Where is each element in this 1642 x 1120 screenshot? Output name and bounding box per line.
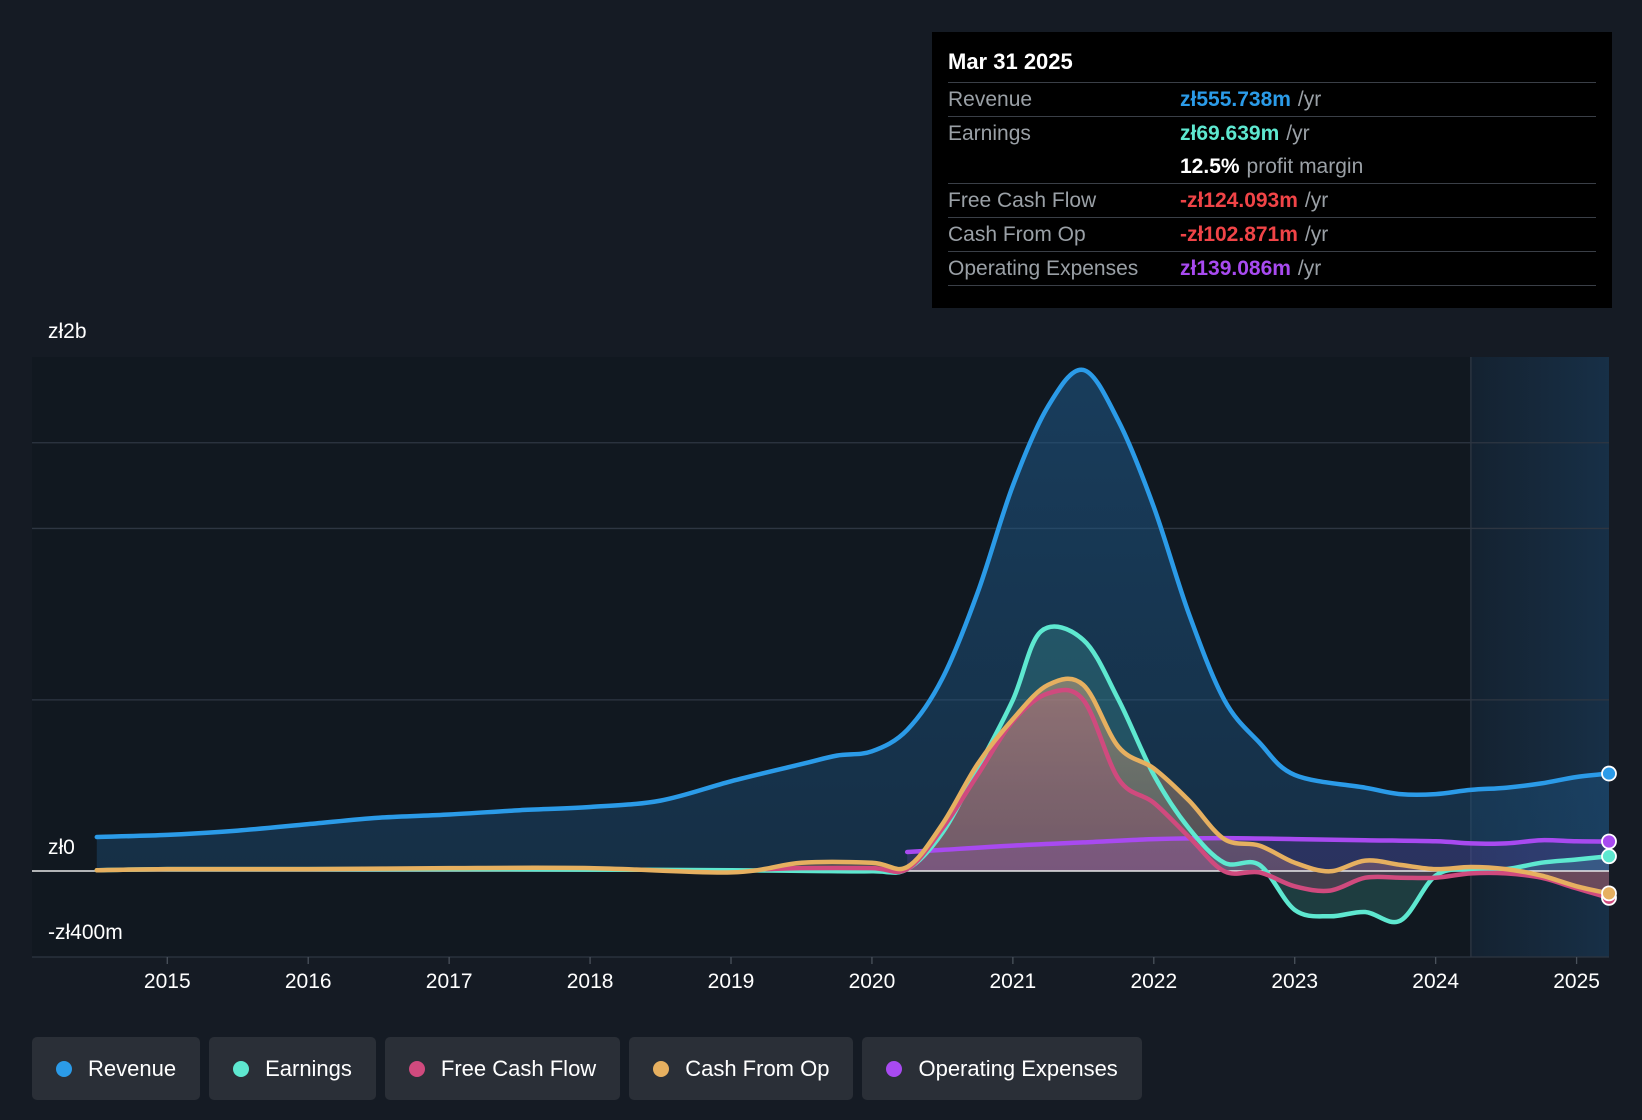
x-tick-label: 2020: [848, 970, 896, 993]
legend-item[interactable]: Earnings: [209, 1037, 376, 1100]
tooltip-row-label: Earnings: [948, 121, 1031, 145]
tooltip-row-label: Revenue: [948, 87, 1033, 111]
tooltip-row-unit: profit margin: [1246, 154, 1364, 178]
gridlines: [32, 442, 1609, 964]
operating-expenses-line: [904, 835, 1612, 855]
y-axis-label-top: zł2b: [48, 320, 87, 343]
tooltip-row-value: -zł102.871m: [1180, 222, 1298, 246]
x-tick-label: 2016: [284, 970, 332, 993]
tooltip-row-unit: /yr: [1286, 121, 1310, 145]
x-tick-label: 2018: [566, 970, 614, 993]
legend-dot-icon: [886, 1060, 903, 1077]
tooltip-row-unit: /yr: [1297, 87, 1322, 111]
x-tick-label: 2017: [425, 970, 473, 993]
tooltip-row: Operating Expenses zł139.086m/yr: [948, 251, 1596, 286]
tooltip-rows: Revenue zł555.738m/yr Earnings zł69.639m/yr…: [948, 82, 1596, 286]
tooltip: Mar 31 2025 Revenue zł555.738m/yr Earnings…: [932, 32, 1612, 308]
legend-label: Earnings: [265, 1055, 352, 1081]
tooltip-row: Free Cash Flow -zł124.093m/yr: [948, 183, 1596, 217]
x-tick-label: 2025: [1553, 970, 1600, 993]
tooltip-row-value: zł139.086m: [1180, 256, 1291, 280]
legend-label: Revenue: [88, 1055, 177, 1081]
legend-dot-icon: [56, 1060, 72, 1077]
tooltip-row-label: Free Cash Flow: [948, 188, 1097, 212]
revenue-end-marker: [1601, 765, 1617, 782]
revenue-area: [96, 369, 1609, 871]
tooltip-row-label: Operating Expenses: [948, 256, 1139, 280]
operating-expenses-end-marker: [1601, 833, 1617, 850]
tooltip-row: Cash From Op -zł102.871m/yr: [948, 217, 1596, 251]
tooltip-row: Revenue zł555.738m/yr: [948, 82, 1596, 116]
legend-label: Cash From Op: [685, 1055, 830, 1081]
tooltip-row-value: 12.5%: [1180, 154, 1240, 178]
tooltip-row: 12.5% profit margin: [948, 150, 1596, 183]
tooltip-row-unit: /yr: [1297, 256, 1322, 280]
legend-item[interactable]: Free Cash Flow: [384, 1037, 621, 1100]
tooltip-row-label: Cash From Op: [948, 222, 1086, 246]
tooltip-row-unit: /yr: [1304, 188, 1329, 212]
legend-item[interactable]: Revenue: [32, 1037, 201, 1100]
tooltip-row-value: zł69.639m: [1180, 121, 1280, 145]
tooltip-date: Mar 31 2025: [948, 49, 1073, 74]
x-tick-label: 2019: [707, 970, 755, 993]
legend-item[interactable]: Cash From Op: [629, 1037, 854, 1100]
legend-dot-icon: [653, 1060, 670, 1077]
tooltip-row-value: -zł124.093m: [1180, 188, 1298, 212]
x-tick-label: 2022: [1130, 970, 1178, 993]
cash-from-op-line: [94, 676, 1612, 896]
tooltip-row-unit: /yr: [1304, 222, 1329, 246]
x-tick-label: 2023: [1271, 970, 1319, 993]
x-tick-label: 2021: [989, 970, 1037, 993]
series-lines: [94, 367, 1612, 925]
tooltip-row-value: zł555.738m: [1180, 87, 1291, 111]
legend-label: Operating Expenses: [918, 1055, 1118, 1081]
x-tick-label: 2024: [1412, 970, 1460, 993]
legend-label: Free Cash Flow: [440, 1055, 597, 1081]
cash-from-op-end-marker: [1601, 885, 1617, 902]
operating-expenses-area: [907, 838, 1609, 871]
earnings-end-marker: [1601, 848, 1617, 865]
legend: Revenue Earnings Free Cash Flow Cash From O…: [32, 1037, 1142, 1100]
tooltip-row: Earnings zł69.639m/yr: [948, 116, 1596, 150]
legend-dot-icon: [408, 1060, 425, 1077]
y-axis-label-zero: zł0: [48, 836, 75, 859]
legend-item[interactable]: Operating Expenses: [862, 1037, 1142, 1100]
series-end-markers: [1601, 765, 1617, 906]
legend-dot-icon: [233, 1060, 250, 1077]
revenue-line: [94, 367, 1612, 840]
y-axis-label-bottom: -zł400m: [48, 921, 123, 944]
x-tick-label: 2015: [143, 970, 191, 993]
